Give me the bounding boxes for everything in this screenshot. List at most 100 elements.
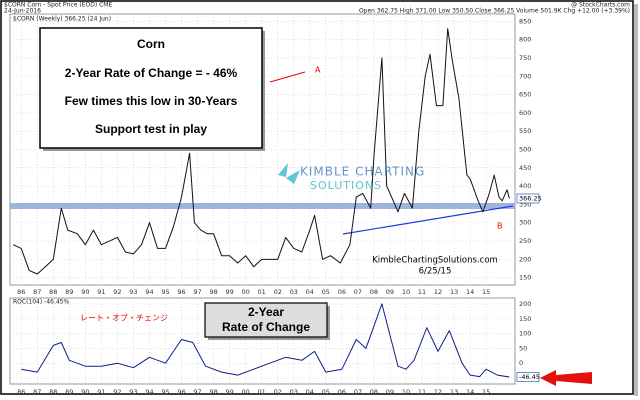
x-tick-label: 86 bbox=[17, 288, 25, 296]
x-tick-label: 01 bbox=[258, 288, 266, 296]
label-a: A bbox=[315, 66, 321, 75]
x-tick-label: 04 bbox=[306, 288, 314, 296]
box-text: 2-Year Rate of Change = - 46% bbox=[65, 66, 238, 80]
x-tick-label: 94 bbox=[145, 288, 153, 296]
x-tick-label: 14 bbox=[466, 288, 474, 296]
arrow bbox=[540, 370, 592, 386]
x-tick-label: 92 bbox=[113, 288, 121, 296]
roc-title-box bbox=[204, 302, 328, 338]
x-tick-label: 91 bbox=[97, 388, 105, 396]
series-line bbox=[12, 28, 510, 275]
x-tick-label: 02 bbox=[274, 288, 282, 296]
y-tick-label: 800 bbox=[519, 36, 531, 44]
x-tick-label: 12 bbox=[434, 388, 442, 396]
y-tick-label: 500 bbox=[519, 146, 531, 154]
quote: Open 362.75 High 371.00 Low 350.50 Close… bbox=[359, 8, 630, 15]
x-tick-label: 00 bbox=[242, 288, 250, 296]
x-tick-label: 06 bbox=[338, 388, 346, 396]
y-tick-label: 850 bbox=[519, 17, 531, 25]
y-tick-label: 550 bbox=[519, 127, 531, 135]
trend-line bbox=[342, 205, 514, 235]
x-tick-label: 87 bbox=[33, 288, 41, 296]
x-tick-label: 15 bbox=[482, 388, 490, 396]
y-tick-label: 0 bbox=[519, 359, 523, 367]
x-tick-label: 11 bbox=[418, 388, 426, 396]
last-value-box bbox=[516, 193, 540, 204]
y-tick-label: 350 bbox=[519, 200, 531, 208]
header-right: @ StockCharts.com bbox=[571, 2, 630, 9]
watermark-logo bbox=[278, 163, 300, 184]
x-tick-label: 88 bbox=[49, 288, 57, 296]
x-tick-label: 10 bbox=[402, 288, 410, 296]
x-tick-label: 90 bbox=[81, 388, 89, 396]
x-tick-label: 04 bbox=[306, 388, 314, 396]
x-tick-label: 89 bbox=[65, 388, 73, 396]
series-line bbox=[21, 303, 510, 378]
y-tick-label: 750 bbox=[519, 54, 531, 62]
y-tick-label: 250 bbox=[519, 237, 531, 245]
y-tick-label: 50 bbox=[519, 344, 527, 352]
legend: $CORN (Weekly) 366.25 (24 Jun) bbox=[13, 16, 111, 23]
roc-panel bbox=[9, 297, 516, 385]
x-tick-label: 91 bbox=[97, 288, 105, 296]
roc-subtitle: レート・オブ・チェンジ bbox=[80, 313, 168, 323]
support-band bbox=[10, 203, 515, 209]
site: KimbleChartingSolutions.com bbox=[372, 256, 498, 266]
x-tick-label: 96 bbox=[177, 288, 185, 296]
chart-date: 6/25/15 bbox=[419, 267, 452, 277]
x-tick-label: 97 bbox=[193, 388, 201, 396]
x-tick-label: 08 bbox=[370, 288, 378, 296]
x-tick-label: 02 bbox=[274, 388, 282, 396]
x-tick-label: 99 bbox=[225, 288, 233, 296]
x-tick-label: 89 bbox=[65, 288, 73, 296]
x-tick-label: 09 bbox=[386, 388, 394, 396]
label-b: B bbox=[497, 222, 503, 231]
x-tick-label: 10 bbox=[402, 388, 410, 396]
x-tick-label: 06 bbox=[338, 288, 346, 296]
last-value-label: -46.45 bbox=[519, 373, 540, 381]
x-tick-label: 09 bbox=[386, 288, 394, 296]
y-tick-label: 200 bbox=[519, 255, 531, 263]
shadow bbox=[634, 4, 638, 396]
y-tick-label: 400 bbox=[519, 182, 531, 190]
roc-legend: ROC(104) -46.45% bbox=[13, 299, 69, 306]
x-tick-label: 93 bbox=[129, 388, 137, 396]
x-tick-label: 98 bbox=[209, 388, 217, 396]
x-tick-label: 13 bbox=[450, 388, 458, 396]
y-tick-label: 300 bbox=[519, 219, 531, 227]
x-tick-label: 08 bbox=[370, 388, 378, 396]
x-tick-label: 94 bbox=[145, 388, 153, 396]
y-tick-label: 200 bbox=[519, 300, 531, 308]
x-tick-label: 00 bbox=[242, 388, 250, 396]
x-tick-label: 13 bbox=[450, 288, 458, 296]
y-tick-label: 650 bbox=[519, 91, 531, 99]
x-tick-label: 07 bbox=[354, 388, 362, 396]
x-tick-label: 90 bbox=[81, 288, 89, 296]
x-tick-label: 01 bbox=[258, 388, 266, 396]
header-left: $CORN Corn - Spot Price (EOD) CME bbox=[4, 2, 112, 9]
roc-title: 2-Year bbox=[248, 305, 284, 319]
roc-title: Rate of Change bbox=[222, 320, 310, 334]
x-tick-label: 93 bbox=[129, 288, 137, 296]
box-text: Corn bbox=[137, 37, 165, 51]
y-tick-label: 150 bbox=[519, 274, 531, 282]
x-tick-label: 96 bbox=[177, 388, 185, 396]
last-value-box bbox=[516, 372, 540, 382]
box-text: Support test in play bbox=[95, 122, 207, 136]
y-tick-label: 150 bbox=[519, 315, 531, 323]
annotation-box bbox=[39, 27, 263, 149]
x-tick-label: 88 bbox=[49, 388, 57, 396]
y-tick-label: 450 bbox=[519, 164, 531, 172]
x-tick-label: 14 bbox=[466, 388, 474, 396]
box-text: Few times this low in 30-Years bbox=[65, 94, 238, 108]
y-tick-label: 700 bbox=[519, 72, 531, 80]
x-tick-label: 11 bbox=[418, 288, 426, 296]
x-tick-label: 86 bbox=[17, 388, 25, 396]
x-tick-label: 03 bbox=[290, 388, 298, 396]
x-tick-label: 07 bbox=[354, 288, 362, 296]
annotation-line bbox=[269, 71, 306, 83]
x-tick-label: 15 bbox=[482, 288, 490, 296]
x-tick-label: 87 bbox=[33, 388, 41, 396]
x-tick-label: 92 bbox=[113, 388, 121, 396]
